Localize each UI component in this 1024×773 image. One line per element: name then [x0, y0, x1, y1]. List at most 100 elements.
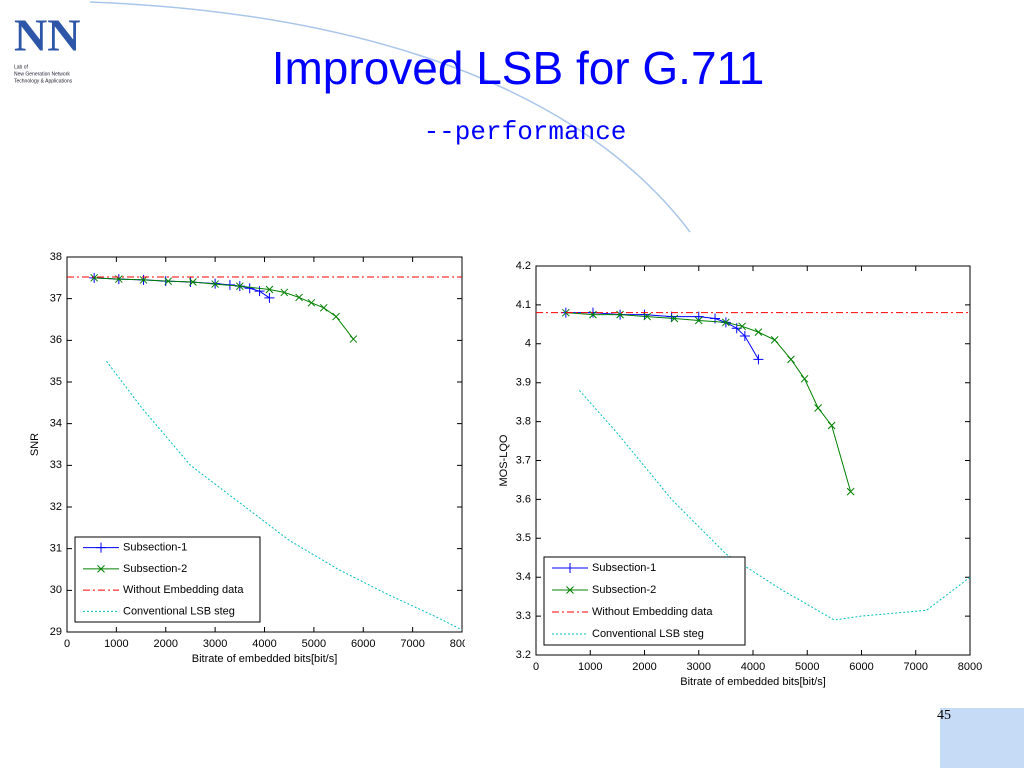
point-marker	[332, 312, 340, 321]
point-marker	[787, 355, 795, 364]
legend-marker	[565, 563, 575, 573]
legend-label: Subsection-1	[123, 542, 187, 554]
point-marker	[846, 487, 855, 496]
point-marker	[666, 311, 677, 322]
x-tick-label: 8000	[450, 638, 474, 650]
point-marker	[319, 303, 328, 312]
x-tick-label: 4000	[741, 661, 765, 673]
chart: 0 1000 2000 3000 4000 5000 6000 7000 8000 29 30 31 3…	[29, 251, 474, 665]
x-tick-label: 5000	[795, 661, 819, 673]
x-tick-label: 7000	[904, 661, 928, 673]
point-marker	[211, 280, 219, 288]
point-marker	[739, 331, 750, 342]
y-tick-label: 4	[525, 338, 531, 350]
y-tick-label: 3.5	[516, 532, 531, 544]
x-tick-label: 3000	[687, 661, 711, 673]
y-axis-label: SNR	[29, 433, 41, 456]
y-tick-label: 3.7	[516, 454, 531, 466]
y-tick-label: 3.4	[516, 571, 531, 583]
point-marker	[639, 309, 650, 320]
x-tick-label: 2000	[154, 638, 178, 650]
page-number: 45	[937, 708, 951, 723]
series-line	[579, 390, 971, 621]
legend-label: Conventional LSB steg	[592, 628, 704, 640]
legend-label: Without Embedding data	[123, 584, 244, 596]
corner-block	[940, 708, 1024, 768]
point-marker	[90, 273, 99, 282]
x-tick-label: 1000	[578, 661, 602, 673]
chart: 0 1000 2000 3000 4000 5000 6000 7000 8000 3.2 3.3 3…	[498, 260, 982, 688]
point-marker	[295, 293, 303, 302]
x-tick-label: 2000	[632, 661, 656, 673]
point-marker	[589, 310, 597, 319]
y-tick-label: 4.1	[516, 299, 531, 311]
y-tick-label: 3.3	[516, 610, 531, 622]
point-marker	[814, 404, 822, 412]
point-marker	[244, 283, 255, 294]
y-tick-label: 31	[50, 543, 62, 555]
x-tick-label: 8000	[958, 661, 982, 673]
logo-mark: NN	[14, 10, 80, 61]
logo-caption: Lab of	[14, 64, 29, 70]
point-marker	[754, 328, 763, 336]
legend-box	[543, 556, 746, 646]
point-marker	[670, 314, 679, 323]
y-tick-label: 34	[50, 418, 62, 430]
x-tick-label: 0	[533, 661, 539, 673]
y-tick-label: 29	[50, 626, 62, 638]
point-marker	[254, 286, 265, 297]
point-marker	[189, 278, 197, 286]
point-marker	[643, 312, 652, 321]
point-marker	[827, 421, 836, 430]
x-tick-label: 6000	[351, 638, 375, 650]
y-tick-label: 3.2	[516, 649, 531, 661]
legend-label: Subsection-2	[123, 563, 187, 575]
legend-label: Conventional LSB steg	[123, 605, 235, 617]
point-marker	[722, 318, 730, 327]
point-marker	[753, 354, 764, 365]
point-marker	[164, 277, 173, 286]
x-tick-label: 7000	[400, 638, 424, 650]
decor-arc	[89, 1, 691, 233]
y-axis-label: MOS-LQO	[498, 434, 510, 486]
x-tick-label: 3000	[203, 638, 227, 650]
y-tick-label: 36	[50, 334, 62, 346]
y-tick-label: 38	[50, 251, 62, 263]
y-tick-label: 35	[50, 376, 62, 388]
x-axis-label: Bitrate of embedded bits[bit/s]	[192, 653, 338, 665]
slide-title: Improved LSB for G.711	[272, 42, 765, 94]
y-tick-label: 33	[50, 459, 62, 471]
point-marker	[694, 316, 703, 325]
point-marker	[770, 336, 779, 344]
legend-marker	[97, 565, 105, 573]
x-tick-label: 5000	[302, 638, 326, 650]
y-tick-label: 30	[50, 584, 62, 596]
x-tick-label: 0	[64, 638, 70, 650]
point-marker	[280, 288, 289, 297]
point-marker	[139, 276, 148, 284]
legend-label: Subsection-1	[592, 562, 656, 574]
y-tick-label: 32	[50, 501, 62, 513]
x-axis-label: Bitrate of embedded bits[bit/s]	[680, 676, 826, 688]
logo-caption: New Generation Network	[14, 71, 70, 77]
legend-marker	[96, 542, 106, 553]
y-tick-label: 37	[50, 293, 62, 305]
point-marker	[738, 322, 747, 331]
logo-caption: Technology & Applications	[14, 78, 73, 84]
point-marker	[235, 282, 244, 291]
legend-label: Subsection-2	[592, 584, 656, 596]
series-line	[106, 360, 463, 631]
point-marker	[307, 298, 316, 307]
point-marker	[349, 335, 358, 343]
legend-marker	[566, 586, 574, 594]
series-line	[94, 277, 354, 340]
y-tick-label: 3.9	[516, 377, 531, 389]
legend-label: Without Embedding data	[592, 606, 713, 618]
point-marker	[264, 292, 275, 303]
legend-box	[74, 536, 261, 623]
y-tick-label: 4.2	[516, 260, 531, 272]
point-marker	[561, 308, 570, 317]
y-tick-label: 3.8	[516, 416, 531, 428]
slide-subtitle: --performance	[424, 117, 627, 147]
